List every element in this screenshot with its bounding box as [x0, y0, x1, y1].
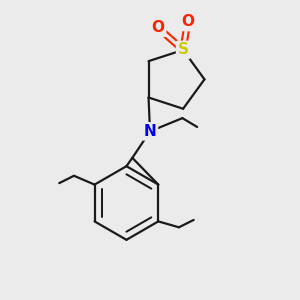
Text: N: N: [144, 124, 156, 139]
Text: S: S: [178, 42, 189, 57]
Text: O: O: [152, 20, 165, 35]
Text: O: O: [181, 14, 194, 29]
